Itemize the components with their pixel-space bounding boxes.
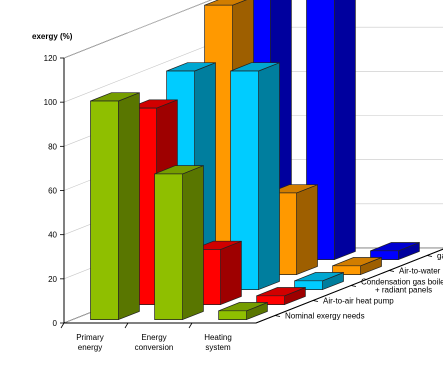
y-axis-label: exergy (%) bbox=[32, 32, 73, 41]
series-label: gas boiler + radiator bbox=[437, 252, 443, 261]
bar bbox=[294, 272, 344, 290]
y-tick-labels: 0 20 40 60 80 100 120 bbox=[44, 54, 58, 328]
bar-side bbox=[118, 92, 140, 320]
depth-tick bbox=[350, 285, 357, 287]
bar-front bbox=[230, 70, 259, 290]
bar-side bbox=[182, 165, 204, 320]
y-tick-label: 0 bbox=[53, 319, 58, 328]
bar-front bbox=[218, 310, 247, 320]
bar-side bbox=[296, 184, 318, 275]
bar bbox=[154, 165, 204, 320]
depth-tick bbox=[274, 315, 281, 317]
bar-side bbox=[258, 62, 280, 290]
y-tick-label: 60 bbox=[48, 187, 57, 196]
y-tick-label: 80 bbox=[48, 142, 57, 151]
bar-side bbox=[334, 0, 356, 260]
bar bbox=[218, 302, 268, 320]
category-label: Energy conversion bbox=[135, 333, 174, 352]
gridline bbox=[63, 0, 212, 59]
x-tick bbox=[124, 322, 129, 329]
series-label: Air-to-water heat pump bbox=[399, 267, 443, 276]
series-label: Condensation gas boiler + radiant panels bbox=[361, 278, 443, 295]
x-tick bbox=[188, 322, 193, 329]
depth-tick bbox=[388, 270, 395, 272]
bar-side bbox=[220, 240, 242, 305]
x-tick bbox=[60, 322, 65, 329]
bar bbox=[230, 62, 280, 290]
depth-tick bbox=[426, 255, 433, 257]
series-label: Nominal exergy needs bbox=[285, 312, 365, 321]
axes bbox=[60, 57, 443, 329]
category-label: Heating system bbox=[204, 333, 232, 352]
bar bbox=[332, 257, 382, 275]
category-labels: Primary energy Energy conversion Heating syst… bbox=[76, 333, 232, 352]
bars bbox=[90, 0, 420, 320]
y-tick-label: 20 bbox=[48, 275, 57, 284]
depth-tick bbox=[312, 300, 319, 302]
depth-legend: Nominal exergy needs Air-to-air heat pump… bbox=[285, 252, 443, 321]
bar-front bbox=[154, 173, 183, 320]
y-tick-label: 40 bbox=[48, 231, 57, 240]
series-label: Air-to-air heat pump bbox=[323, 297, 394, 306]
bar-front bbox=[90, 100, 119, 320]
bar bbox=[90, 92, 140, 320]
y-tick-label: 120 bbox=[44, 54, 58, 63]
category-label: Primary energy bbox=[76, 333, 104, 352]
y-tick-label: 100 bbox=[44, 98, 58, 107]
